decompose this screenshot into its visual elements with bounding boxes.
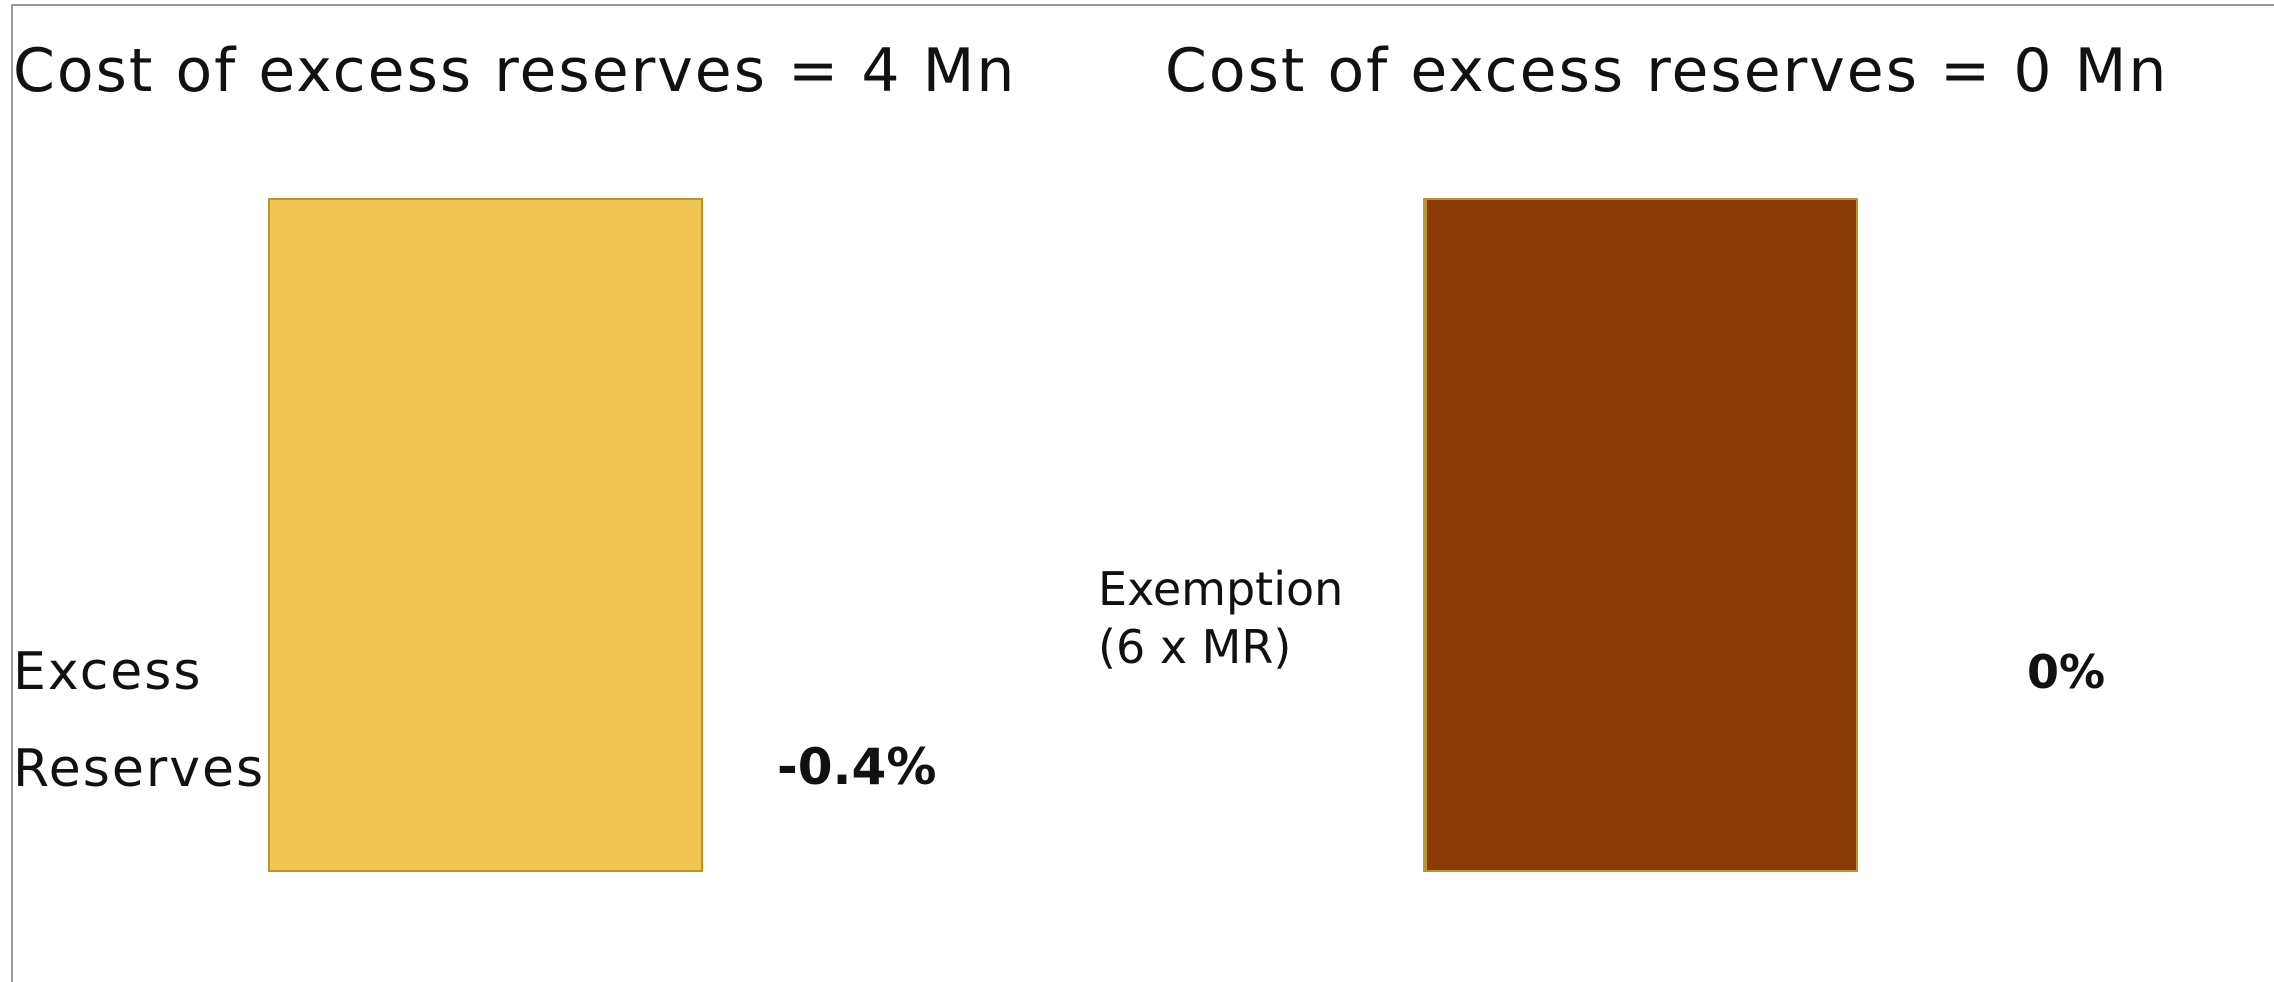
left-panel-title: Cost of excess reserves = 4 Mn bbox=[13, 36, 1017, 106]
exemption-bar bbox=[1423, 198, 1858, 872]
diagram-frame bbox=[11, 4, 2274, 982]
excess-reserves-label-line2: Reserves bbox=[13, 739, 266, 799]
excess-reserves-label-line1: Excess bbox=[13, 642, 203, 702]
left-rate-label: -0.4% bbox=[777, 738, 937, 796]
right-rate-label: 0% bbox=[2027, 645, 2106, 699]
exemption-label-line2: (6 x MR) bbox=[1098, 620, 1292, 674]
right-panel-title: Cost of excess reserves = 0 Mn bbox=[1165, 36, 2169, 106]
excess-reserves-bar bbox=[268, 198, 703, 872]
exemption-label-line1: Exemption bbox=[1098, 562, 1344, 616]
